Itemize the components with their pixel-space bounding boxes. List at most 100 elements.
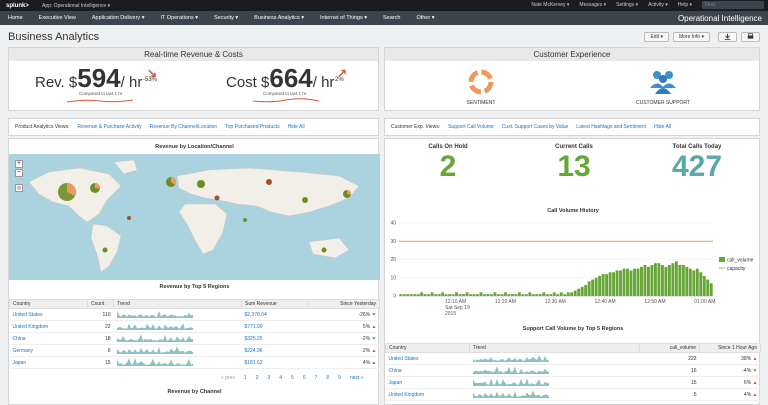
call-volume-bar[interactable] bbox=[413, 294, 417, 296]
call-volume-bar[interactable] bbox=[650, 264, 654, 296]
call-volume-bar[interactable] bbox=[566, 292, 570, 296]
nav-other[interactable]: Other ▾ bbox=[416, 15, 435, 21]
call-volume-bar[interactable] bbox=[465, 292, 469, 296]
call-volume-bar[interactable] bbox=[678, 264, 682, 296]
col-country[interactable]: Country bbox=[385, 343, 470, 353]
world-map[interactable]: + − ◎ bbox=[9, 154, 380, 280]
table-row[interactable]: United Kingdom 22 $771.90 5% ▲ bbox=[9, 320, 380, 333]
table-row[interactable]: Japan 15 $181.63 4% ▲ bbox=[9, 356, 380, 369]
page-link[interactable]: 6 bbox=[302, 375, 306, 381]
call-volume-bar[interactable] bbox=[479, 292, 483, 296]
activity-menu[interactable]: Activity ▾ bbox=[648, 2, 668, 8]
call-volume-bar[interactable] bbox=[437, 294, 441, 296]
col-count[interactable]: Count bbox=[87, 299, 114, 309]
call-volume-bar[interactable] bbox=[709, 283, 713, 296]
settings-menu[interactable]: Settings ▾ bbox=[616, 2, 639, 8]
table-row[interactable]: Japan 15 6% ▲ bbox=[385, 376, 761, 389]
call-volume-bar[interactable] bbox=[517, 292, 521, 296]
call-volume-bar[interactable] bbox=[667, 264, 671, 296]
call-volume-bar[interactable] bbox=[528, 292, 532, 296]
country-link[interactable]: Japan bbox=[9, 356, 88, 369]
call-volume-bar[interactable] bbox=[441, 292, 445, 296]
call-volume-bar[interactable] bbox=[406, 294, 410, 296]
col-call-volume[interactable]: call_volume bbox=[639, 343, 700, 353]
col-country[interactable]: Country bbox=[9, 299, 88, 309]
call-volume-bar[interactable] bbox=[601, 274, 605, 296]
call-volume-bar[interactable] bbox=[643, 264, 647, 296]
call-volume-bar[interactable] bbox=[430, 292, 434, 296]
page-link[interactable]: 1 bbox=[243, 375, 247, 381]
more-info-button[interactable]: More Info ▾ bbox=[672, 32, 710, 42]
call-volume-bar[interactable] bbox=[507, 294, 511, 296]
call-volume-bar[interactable] bbox=[531, 294, 535, 296]
col-trend[interactable]: Trend bbox=[113, 299, 242, 309]
messages-menu[interactable]: Messages ▾ bbox=[579, 2, 607, 8]
call-volume-bar[interactable] bbox=[399, 294, 403, 296]
revenue-marker[interactable] bbox=[102, 247, 108, 253]
tab-hashtags-sentiment[interactable]: Latest Hashtags and Sentiment bbox=[576, 124, 647, 130]
call-volume-bar[interactable] bbox=[608, 272, 612, 296]
sentiment-icon[interactable] bbox=[467, 68, 495, 96]
call-volume-bar[interactable] bbox=[640, 266, 643, 296]
call-volume-bar[interactable] bbox=[514, 294, 518, 296]
nav-home[interactable]: Home bbox=[8, 15, 23, 21]
call-volume-bar[interactable] bbox=[577, 288, 581, 296]
call-volume-bar[interactable] bbox=[448, 294, 452, 296]
page-link[interactable]: « prev bbox=[221, 375, 235, 381]
call-volume-bar[interactable] bbox=[685, 266, 689, 296]
call-volume-bar[interactable] bbox=[695, 268, 699, 296]
call-volume-bar[interactable] bbox=[629, 270, 633, 296]
col-since-yesterday[interactable]: Since Yesterday bbox=[307, 299, 380, 309]
country-link[interactable]: United States bbox=[9, 308, 88, 321]
call-volume-bar[interactable] bbox=[664, 266, 668, 296]
call-volume-bar[interactable] bbox=[496, 294, 500, 296]
table-row[interactable]: United States 222 38% ▲ bbox=[385, 352, 761, 365]
call-volume-bar[interactable] bbox=[510, 294, 514, 296]
page-link[interactable]: 3 bbox=[267, 375, 271, 381]
nav-it-operations[interactable]: IT Operations ▾ bbox=[160, 15, 198, 21]
revenue-marker[interactable] bbox=[214, 195, 220, 201]
call-volume-bar[interactable] bbox=[591, 279, 595, 296]
tab-revenue-channel[interactable]: Revenue By Channel/Location bbox=[149, 124, 218, 130]
call-volume-bar[interactable] bbox=[500, 294, 504, 296]
revenue-marker[interactable] bbox=[266, 179, 272, 185]
call-volume-bar[interactable] bbox=[423, 294, 427, 296]
table-row[interactable]: United Kingdom 5 4% ▲ bbox=[385, 388, 761, 401]
col-trend[interactable]: Trend bbox=[469, 343, 640, 353]
call-volume-bar[interactable] bbox=[657, 263, 661, 296]
call-volume-bar[interactable] bbox=[681, 264, 685, 296]
page-link[interactable]: 4 bbox=[279, 375, 283, 381]
call-volume-bar[interactable] bbox=[615, 270, 619, 296]
call-volume-bar[interactable] bbox=[451, 294, 455, 296]
call-volume-bar[interactable] bbox=[462, 294, 465, 296]
revenue-marker[interactable] bbox=[243, 218, 247, 222]
tab-cases-by-value[interactable]: Cust. Support Cases by Value bbox=[501, 124, 569, 130]
call-volume-bar[interactable] bbox=[458, 294, 462, 296]
call-volume-bar[interactable] bbox=[633, 268, 636, 296]
call-volume-bar[interactable] bbox=[455, 292, 459, 296]
call-volume-bar[interactable] bbox=[653, 263, 657, 296]
revenue-marker[interactable] bbox=[343, 189, 352, 198]
call-volume-bar[interactable] bbox=[671, 263, 675, 296]
call-volume-bar[interactable] bbox=[444, 294, 448, 296]
call-volume-bar[interactable] bbox=[493, 292, 497, 296]
call-volume-bar[interactable] bbox=[674, 261, 678, 296]
call-volume-bar[interactable] bbox=[490, 294, 493, 296]
tab-hide-all[interactable]: Hide All bbox=[654, 124, 672, 130]
nav-internet-of-things[interactable]: Internet of Things ▾ bbox=[320, 15, 367, 21]
tab-hide-all[interactable]: Hide All bbox=[287, 124, 305, 130]
call-volume-bar[interactable] bbox=[542, 292, 546, 296]
call-volume-bar[interactable] bbox=[692, 270, 696, 296]
call-volume-bar[interactable] bbox=[688, 268, 692, 296]
call-volume-bar[interactable] bbox=[538, 294, 542, 296]
call-volume-bar[interactable] bbox=[469, 294, 472, 296]
find-input[interactable]: Find bbox=[702, 1, 764, 9]
nav-executive-view[interactable]: Executive View bbox=[38, 15, 76, 21]
call-volume-bar[interactable] bbox=[521, 294, 525, 296]
tab-revenue-purchase[interactable]: Revenue & Purchase Activity bbox=[77, 124, 142, 130]
call-volume-bar[interactable] bbox=[587, 281, 591, 296]
call-volume-bar[interactable] bbox=[483, 294, 486, 296]
nav-business-analytics[interactable]: Business Analytics ▾ bbox=[254, 15, 304, 21]
call-volume-bar[interactable] bbox=[434, 294, 438, 296]
call-volume-bar[interactable] bbox=[605, 274, 609, 296]
